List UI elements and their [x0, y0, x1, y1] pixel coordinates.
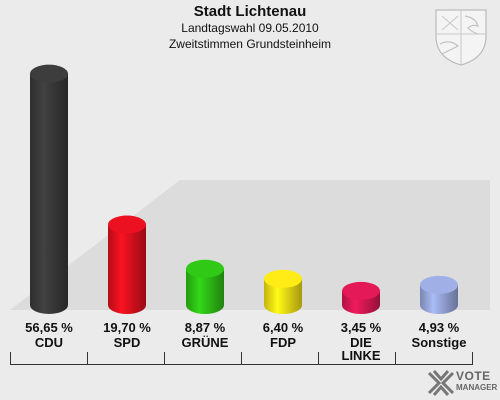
chart-subtitle-2: Zweitstimmen Grundsteinheim — [168, 37, 332, 51]
bar-top — [420, 275, 458, 294]
axis-tick — [10, 352, 11, 365]
bar-body — [30, 73, 68, 314]
logo-text-manager: MANAGER — [456, 383, 498, 392]
bar-top — [264, 269, 302, 288]
category-label: CDU — [34, 335, 64, 350]
bar-grüne — [186, 259, 224, 314]
bar-body — [186, 268, 224, 314]
value-label: 3,45 % — [340, 320, 382, 335]
axis-tick — [164, 352, 165, 365]
bar-cdu — [30, 64, 68, 314]
axis-tick — [87, 352, 88, 365]
vote-manager-logo: VOTE MANAGER — [422, 366, 500, 398]
chart-subtitle: Landtagswahl 09.05.2010 — [181, 21, 319, 35]
bar-body — [108, 224, 146, 314]
value-label: 19,70 % — [103, 320, 151, 335]
axis-tick — [472, 352, 473, 365]
chart-title: Stadt Lichtenau — [193, 3, 307, 20]
category-label: GRÜNE — [181, 335, 229, 350]
ballot-cross-icon — [427, 370, 455, 396]
bar-die-linke — [342, 281, 380, 314]
category-label: FDP — [270, 335, 296, 350]
value-label: 8,87 % — [184, 320, 226, 335]
bar-sonstige — [420, 275, 458, 314]
value-label: 6,40 % — [262, 320, 304, 335]
bar-fdp — [264, 269, 302, 314]
category-label: SPD — [113, 335, 141, 350]
axis-tick — [241, 352, 242, 365]
axis-tick — [395, 352, 396, 365]
bar-top — [186, 259, 224, 278]
bar-top — [108, 215, 146, 234]
bar-body — [264, 278, 302, 314]
category-label: Sonstige — [411, 335, 467, 350]
category-label: DIE LINKE — [341, 335, 381, 363]
bar-top — [30, 64, 68, 83]
chart-backdrop — [10, 180, 490, 310]
bar-spd — [108, 215, 146, 314]
coat-of-arms-icon — [435, 9, 487, 66]
value-label: 4,93 % — [418, 320, 460, 335]
bar-top — [342, 281, 380, 300]
logo-text-vote: VOTE — [456, 369, 491, 383]
axis-tick — [318, 352, 319, 365]
value-label: 56,65 % — [25, 320, 73, 335]
